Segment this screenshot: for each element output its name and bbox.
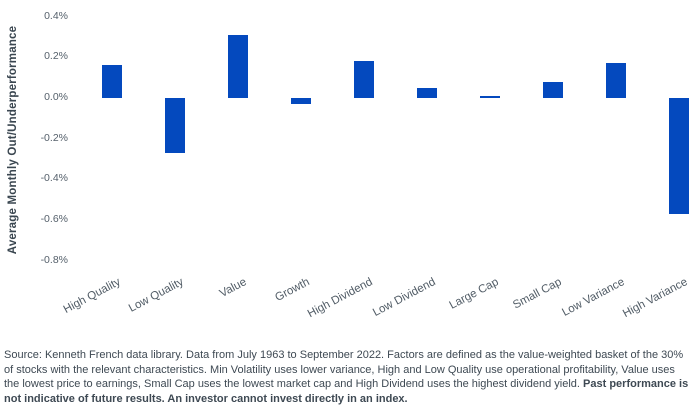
- y-tick-label: 0.0%: [44, 91, 68, 103]
- x-axis-label-value: Value: [218, 276, 249, 301]
- bar-high-quality: [102, 65, 123, 98]
- x-axis-label-large-cap: Large Cap: [447, 276, 501, 312]
- y-tick-label: -0.2%: [40, 131, 68, 144]
- x-axis-label-growth: Growth: [273, 276, 312, 305]
- bar-high-variance: [668, 98, 689, 214]
- bar-high-dividend: [354, 61, 375, 98]
- bar-large-cap: [480, 95, 501, 98]
- x-axis-label-low-variance: Low Variance: [560, 276, 627, 319]
- bar-chart: Average Monthly Out/Underperformance 0.4…: [7, 9, 690, 321]
- x-axis-label-high-dividend: High Dividend: [305, 276, 375, 321]
- source-note-disclaimer: Past performance is not indicative of fu…: [4, 378, 689, 405]
- y-tick-label: 0.4%: [44, 9, 68, 22]
- y-axis-title: Average Monthly Out/Underperformance: [7, 25, 19, 255]
- x-axis-label-low-quality: Low Quality: [127, 276, 187, 315]
- y-tick-label: 0.2%: [44, 50, 68, 63]
- bar-growth: [291, 98, 312, 105]
- x-axis-label-high-variance: High Variance: [620, 276, 690, 321]
- x-axis-label-small-cap: Small Cap: [511, 276, 564, 312]
- bar-small-cap: [543, 81, 564, 98]
- y-tick-label: -0.8%: [40, 253, 68, 266]
- bar-low-quality: [165, 98, 186, 153]
- y-tick-label: -0.4%: [40, 172, 68, 185]
- x-axis-label-high-quality: High Quality: [62, 276, 124, 317]
- source-note: Source: Kenneth French data library. Dat…: [4, 348, 691, 407]
- bar-value: [228, 34, 249, 98]
- bar-low-dividend: [417, 87, 438, 98]
- source-note-regular: Source: Kenneth French data library. Dat…: [4, 349, 684, 391]
- x-axis-label-low-dividend: Low Dividend: [371, 276, 438, 320]
- y-tick-label: -0.6%: [40, 213, 68, 226]
- bar-low-variance: [605, 63, 626, 98]
